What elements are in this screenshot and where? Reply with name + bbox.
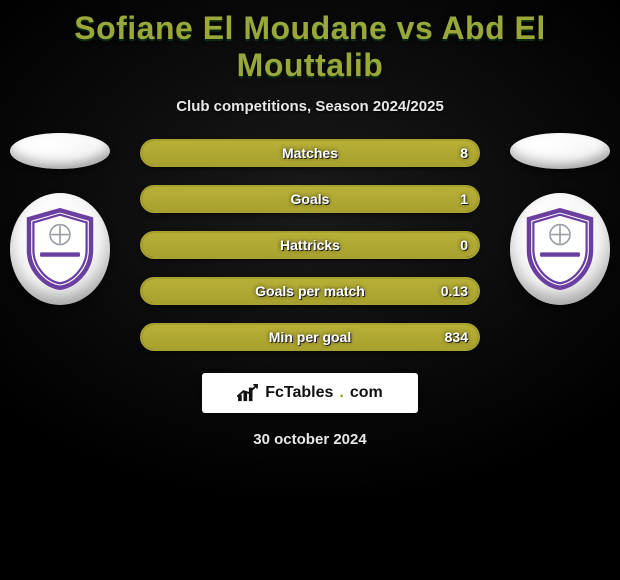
comparison-arena: Matches 8 Goals 1 Hattricks 0 Goals per …: [0, 133, 620, 351]
stat-bar: Matches 8: [140, 139, 480, 167]
stat-bar-label: Goals per match: [255, 283, 365, 299]
player-left-column: [0, 133, 120, 305]
brand-text-main: FcTables: [265, 384, 333, 402]
club-badge-right: [510, 193, 610, 305]
stat-bar-label: Min per goal: [269, 329, 351, 345]
stat-bar-value: 0: [460, 237, 468, 253]
stat-bar: Goals 1: [140, 185, 480, 213]
stat-bar: Min per goal 834: [140, 323, 480, 351]
brand-text-dot: .: [339, 384, 343, 402]
page-title: Sofiane El Moudane vs Abd El Mouttalib: [0, 0, 620, 84]
datestamp: 30 october 2024: [0, 431, 620, 448]
stat-bar-label: Hattricks: [280, 237, 340, 253]
branding-link[interactable]: FcTables. com: [202, 373, 418, 413]
player-right-column: [500, 133, 620, 305]
stat-bar-value: 0.13: [441, 283, 468, 299]
shield-icon: [24, 208, 96, 290]
stat-bar-value: 8: [460, 145, 468, 161]
stat-bars: Matches 8 Goals 1 Hattricks 0 Goals per …: [140, 133, 480, 351]
competition-subtitle: Club competitions, Season 2024/2025: [0, 98, 620, 115]
club-badge-left: [10, 193, 110, 305]
bar-chart-icon: [237, 384, 259, 402]
stat-bar-value: 834: [445, 329, 468, 345]
shield-icon: [524, 208, 596, 290]
country-flag-left: [10, 133, 110, 169]
brand-text-tld: com: [350, 384, 383, 402]
stat-bar: Hattricks 0: [140, 231, 480, 259]
stat-bar-label: Matches: [282, 145, 338, 161]
stat-bar: Goals per match 0.13: [140, 277, 480, 305]
country-flag-right: [510, 133, 610, 169]
stat-bar-value: 1: [460, 191, 468, 207]
stat-bar-label: Goals: [291, 191, 330, 207]
